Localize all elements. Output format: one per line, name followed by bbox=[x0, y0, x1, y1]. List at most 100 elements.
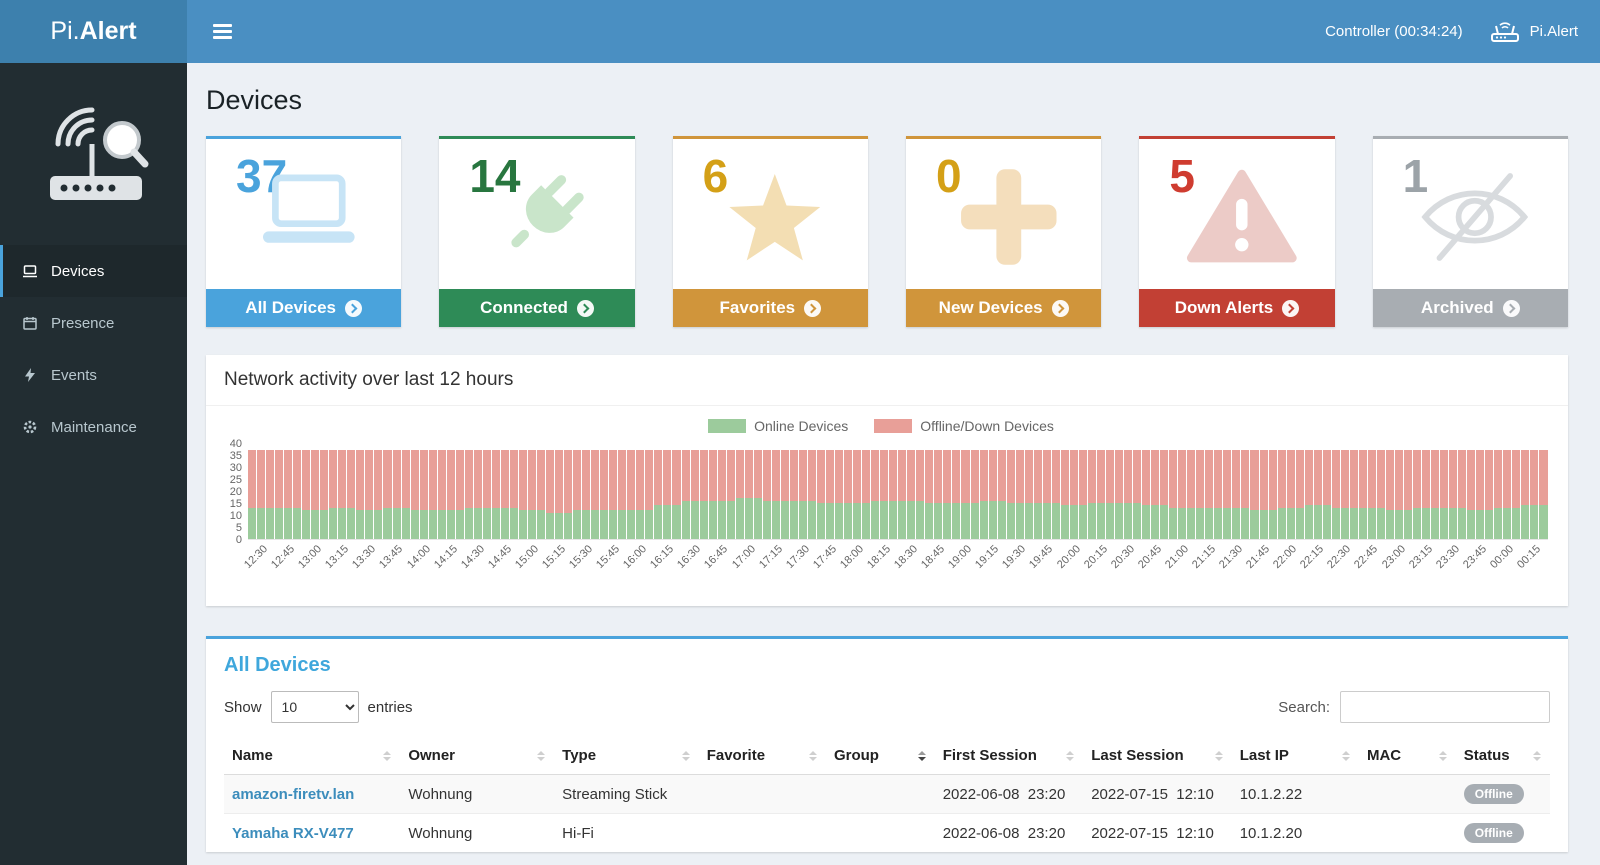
chart-bar bbox=[807, 450, 816, 539]
sort-icon bbox=[537, 750, 546, 761]
column-label: Group bbox=[833, 747, 879, 764]
chart-bar bbox=[1521, 450, 1530, 539]
device-link[interactable]: Yamaha RX-V477 bbox=[232, 824, 354, 842]
sidebar-toggle-icon[interactable] bbox=[209, 15, 236, 48]
column-header-group[interactable]: Group bbox=[825, 737, 935, 775]
warning-icon bbox=[1186, 169, 1297, 263]
chart-bar bbox=[844, 450, 853, 539]
x-axis-label: 22:45 bbox=[1352, 543, 1381, 571]
card-link-new-devices[interactable]: New Devices bbox=[905, 289, 1102, 327]
sort-icon bbox=[1341, 750, 1350, 761]
page-size-select[interactable]: 10 bbox=[270, 691, 359, 723]
column-header-last_session[interactable]: Last Session bbox=[1083, 737, 1232, 775]
sort-icon bbox=[917, 750, 926, 761]
chart-bar bbox=[1458, 450, 1467, 539]
chart-bar bbox=[672, 450, 681, 539]
chart-bar bbox=[1205, 450, 1214, 539]
chart-bar bbox=[392, 450, 401, 539]
chart-bar bbox=[1259, 450, 1268, 539]
table-row[interactable]: amazon-firetv.lan Wohnung Streaming Stick 2… bbox=[224, 774, 1550, 814]
card-link-favorites[interactable]: Favorites bbox=[672, 289, 868, 327]
legend-swatch-online bbox=[708, 419, 747, 433]
x-axis-label: 14:45 bbox=[485, 543, 514, 571]
x-axis-label: 15:45 bbox=[594, 543, 623, 571]
x-axis-label: 17:30 bbox=[783, 543, 812, 571]
show-label: Show bbox=[224, 698, 262, 716]
sidebar-item-devices[interactable]: Devices bbox=[0, 245, 187, 297]
column-header-mac[interactable]: MAC bbox=[1358, 737, 1456, 775]
chart-bar bbox=[1169, 450, 1178, 539]
summary-cards: 37 All Devices 14 bbox=[206, 136, 1568, 327]
chart-bar bbox=[916, 450, 925, 539]
chart-bar bbox=[1476, 450, 1485, 539]
card-label: Down Alerts bbox=[1174, 298, 1274, 317]
search-input[interactable] bbox=[1340, 691, 1550, 723]
x-axis-label: 20:00 bbox=[1054, 543, 1083, 571]
sidebar-item-presence[interactable]: Presence bbox=[0, 297, 187, 349]
card-link-down-alerts[interactable]: Down Alerts bbox=[1139, 289, 1335, 327]
column-header-status[interactable]: Status bbox=[1455, 737, 1550, 775]
chart-bar bbox=[1051, 450, 1060, 539]
sidebar-item-label: Maintenance bbox=[51, 418, 137, 436]
topbar-main: Controller (00:34:24) Pi.Alert bbox=[187, 0, 1600, 63]
chart-bar bbox=[1512, 450, 1521, 539]
legend-label: Online Devices bbox=[754, 418, 849, 434]
chart-bar bbox=[798, 450, 807, 539]
cell-name: amazon-firetv.lan bbox=[224, 774, 401, 814]
chart-bar bbox=[1024, 450, 1033, 539]
chart-bar bbox=[1340, 450, 1349, 539]
chart-bar bbox=[555, 450, 564, 539]
chart-bar bbox=[1530, 450, 1539, 539]
chart-bar bbox=[1214, 450, 1223, 539]
table-row[interactable]: Yamaha RX-V477 Wohnung Hi-Fi 2022-06-08 23:… bbox=[224, 813, 1550, 852]
x-axis-label: 15:00 bbox=[512, 543, 541, 571]
sidebar-item-events[interactable]: Events bbox=[0, 349, 187, 401]
sidebar-nav: Devices Presence Events Maintenance bbox=[0, 245, 187, 453]
entries-label: entries bbox=[367, 698, 413, 716]
device-link[interactable]: amazon-firetv.lan bbox=[232, 785, 355, 803]
column-header-favorite[interactable]: Favorite bbox=[698, 737, 826, 775]
gear-icon bbox=[23, 420, 37, 434]
card-connected: 14 Connected bbox=[439, 136, 635, 327]
chart-bar bbox=[654, 450, 663, 539]
chart-bar bbox=[1404, 450, 1413, 539]
chart-bar bbox=[880, 450, 889, 539]
topbar-device-link[interactable]: Pi.Alert bbox=[1489, 20, 1578, 44]
column-header-type[interactable]: Type bbox=[554, 737, 699, 775]
x-axis-label: 16:00 bbox=[621, 543, 650, 571]
chart-bar bbox=[1250, 450, 1259, 539]
arrow-circle-right-icon bbox=[1051, 299, 1069, 317]
y-axis-label: 15 bbox=[229, 498, 242, 510]
status-badge: Offline bbox=[1463, 784, 1524, 804]
column-header-last_ip[interactable]: Last IP bbox=[1231, 737, 1359, 775]
chart-bar bbox=[961, 450, 970, 539]
column-header-owner[interactable]: Owner bbox=[400, 737, 555, 775]
chart-bar bbox=[1494, 450, 1503, 539]
card-archived: 1 Archived bbox=[1372, 136, 1568, 327]
card-link-connected[interactable]: Connected bbox=[439, 289, 635, 327]
brand-suffix: Alert bbox=[79, 17, 137, 45]
chart-bar bbox=[1431, 450, 1440, 539]
card-link-archived[interactable]: Archived bbox=[1372, 289, 1568, 327]
brand-logo[interactable]: Pi. Alert bbox=[0, 0, 187, 63]
controller-status[interactable]: Controller (00:34:24) bbox=[1325, 23, 1463, 40]
network-activity-panel: Network activity over last 12 hours Onli… bbox=[206, 355, 1568, 606]
chart-bar bbox=[934, 450, 943, 539]
cell-owner: Wohnung bbox=[400, 774, 555, 814]
x-axis-label: 12:30 bbox=[242, 543, 271, 571]
column-header-first_session[interactable]: First Session bbox=[934, 737, 1084, 775]
chart-bar bbox=[446, 450, 455, 539]
x-axis-label: 00:00 bbox=[1487, 543, 1516, 571]
x-axis-label: 19:15 bbox=[973, 543, 1002, 571]
chart-bar bbox=[356, 450, 365, 539]
chart-bar bbox=[1142, 450, 1151, 539]
chart-bar bbox=[988, 450, 997, 539]
x-axis-label: 18:45 bbox=[919, 543, 948, 571]
chart-bar bbox=[1105, 450, 1114, 539]
card-link-all-devices[interactable]: All Devices bbox=[206, 289, 402, 327]
chart-bar bbox=[970, 450, 979, 539]
cell-name: Yamaha RX-V477 bbox=[224, 813, 401, 852]
column-header-name[interactable]: Name bbox=[224, 737, 401, 775]
chart-bar bbox=[329, 450, 338, 539]
sidebar-item-maintenance[interactable]: Maintenance bbox=[0, 401, 187, 453]
